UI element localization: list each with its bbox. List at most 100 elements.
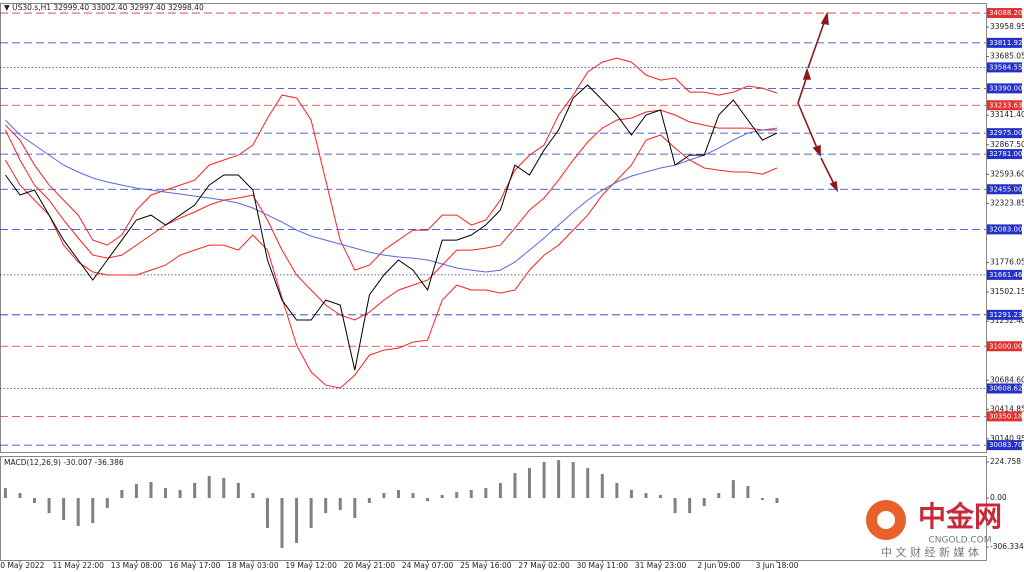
level-label: 32455.00 [989, 185, 1022, 193]
level-label: 32083.00 [989, 225, 1022, 233]
macd-bar [251, 493, 255, 499]
macd-bar [484, 488, 488, 499]
y-tick-label: 32867.50 [990, 140, 1024, 149]
y-tick-label: 31776.05 [990, 258, 1024, 267]
x-tick-label: 16 May 17:00 [169, 561, 221, 570]
macd-bar [295, 498, 299, 544]
macd-bar [600, 474, 604, 499]
x-tick-label: 11 May 22:00 [52, 561, 104, 570]
macd-bar [542, 462, 546, 499]
macd-bar [18, 493, 22, 499]
macd-bar [62, 498, 66, 520]
site: CNGOLD.COM [928, 536, 991, 546]
price-line [5, 57, 778, 271]
macd-bar [265, 498, 269, 528]
macd-bar [236, 482, 240, 499]
level-label: 32975.00 [989, 129, 1022, 137]
x-tick-label: 31 May 23:00 [635, 561, 687, 570]
level-label-box [987, 62, 1022, 73]
x-tick-label: 18 May 03:00 [227, 561, 279, 570]
y-tick-label: 0.00 [990, 493, 1007, 502]
level-label: 33811.92 [989, 39, 1022, 47]
level-label-box [987, 309, 1022, 320]
y-tick-label: 31502.15 [990, 287, 1024, 296]
macd-bar [673, 498, 677, 514]
macd-bar [426, 498, 430, 502]
y-tick-label: 32593.60 [990, 169, 1024, 178]
macd-bar [222, 478, 226, 499]
brand: 中金网 [918, 500, 1002, 533]
macd-bar [717, 493, 721, 499]
y-tick-label: 33958.95 [990, 22, 1024, 31]
forecast-arrows [797, 11, 839, 193]
level-label: 31661.46 [989, 271, 1023, 279]
macd-bar [440, 494, 444, 499]
macd-bar [353, 498, 357, 519]
macd-bar [76, 498, 80, 527]
macd-bar [120, 490, 124, 499]
y-tick-label: 33141.40 [990, 110, 1024, 119]
macd-bar [746, 486, 750, 499]
level-label-box [987, 440, 1022, 451]
macd-bar [178, 490, 182, 499]
price-panel [0, 3, 987, 453]
macd-bar [411, 493, 415, 499]
level-label-box [987, 224, 1022, 235]
level-label: 30350.18 [989, 412, 1022, 420]
macd-bar [382, 493, 386, 499]
macd-bar [528, 468, 532, 499]
macd-bar [280, 498, 284, 548]
y-tick-label: 31232.40 [990, 316, 1024, 325]
macd-bar [731, 480, 735, 499]
level-label: 31291.23 [989, 311, 1022, 319]
macd-bar [571, 462, 575, 499]
level-label: 30608.62 [989, 384, 1022, 392]
macd-bar [498, 482, 502, 499]
macd-bar [149, 482, 153, 499]
x-tick-label: 19 May 12:00 [285, 561, 337, 570]
macd-bar [455, 492, 459, 499]
level-label: 33584.55 [989, 63, 1022, 71]
level-label: 33390.00 [989, 84, 1022, 92]
macd-bar [615, 482, 619, 499]
macd-bar [702, 498, 706, 507]
macd-bar [33, 498, 37, 503]
level-label: 34088.20 [989, 9, 1022, 17]
level-label: 31000.00 [989, 342, 1022, 350]
level-label-box [987, 383, 1022, 394]
y-tick-label: -306.334 [990, 542, 1024, 551]
level-label-box [987, 411, 1022, 422]
macd-bar [775, 498, 779, 503]
price-line [5, 119, 778, 273]
macd-bar [629, 490, 633, 499]
x-tick-label: 30 May 11:00 [577, 561, 629, 570]
level-label: 32781.00 [989, 150, 1022, 158]
watermark: 中金网 CNGOLD.COM 中 文 财 经 新 媒 体 [866, 500, 1002, 559]
price-line [4, 134, 778, 389]
x-tick-label: 13 May 08:00 [111, 561, 163, 570]
slogan: 中 文 财 经 新 媒 体 [881, 545, 979, 559]
macd-bar [91, 498, 95, 524]
macd-bar [396, 490, 400, 499]
macd-panel [0, 456, 987, 561]
macd-bar [513, 473, 517, 499]
macd-bar [367, 498, 371, 503]
macd-bar [134, 484, 138, 499]
level-label-box [987, 100, 1022, 111]
x-tick-label: 20 May 21:00 [344, 561, 396, 570]
x-tick-label: 24 May 07:00 [402, 561, 454, 570]
macd-bar [644, 493, 648, 499]
x-tick-label: 3 Jun 18:00 [756, 561, 799, 570]
macd-bar [164, 488, 168, 499]
macd-bar [193, 482, 197, 499]
macd-bar [760, 498, 764, 500]
x-tick-label: 2 Jun 09:00 [697, 561, 740, 570]
macd-title: MACD(12,26,9) -30.007 -36.386 [4, 458, 124, 467]
y-tick-label: 30684.60 [990, 375, 1024, 384]
macd-bar [469, 490, 473, 499]
level-label-box [987, 184, 1022, 195]
macd-bar [338, 498, 342, 511]
level-label-box [987, 8, 1022, 19]
